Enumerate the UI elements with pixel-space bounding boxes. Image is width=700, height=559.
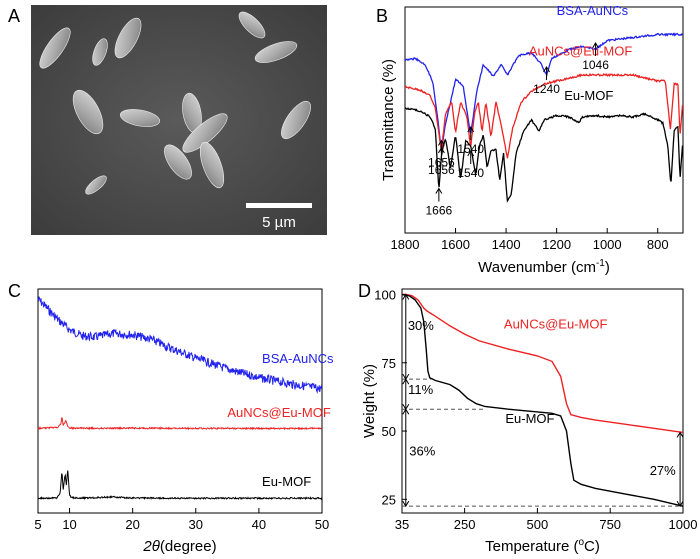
y-axis-label: Weight (%) xyxy=(361,364,378,438)
y-tick-label: 75 xyxy=(382,356,396,371)
sem-background xyxy=(31,5,327,235)
sem-particle xyxy=(39,27,71,69)
x-tick-label: 10 xyxy=(62,517,76,532)
peak-arrowhead xyxy=(543,66,550,73)
peak-label: 1656 xyxy=(428,163,455,177)
peak-label: 1046 xyxy=(582,58,609,72)
peak-label: 1240 xyxy=(533,82,560,96)
scale-bar xyxy=(246,203,312,208)
x-tick-label: 500 xyxy=(527,517,549,532)
x-tick-label: 20 xyxy=(125,517,139,532)
y-tick-label: 100 xyxy=(374,287,396,302)
peak-arrowhead xyxy=(437,139,445,146)
y-axis-label: Transmittance (%) xyxy=(380,59,397,181)
sem-particle xyxy=(238,11,266,39)
series-label: Eu-MOF xyxy=(564,88,613,103)
x-tick-label: 50 xyxy=(315,517,329,532)
series-label: AuNCs@Eu-MOF xyxy=(529,44,633,59)
scale-bar-label: 5 µm xyxy=(262,214,296,231)
series-line xyxy=(401,293,684,507)
sem-particle xyxy=(254,41,298,63)
y-tick-label: 25 xyxy=(382,492,396,507)
series-label: BSA-AuNCs xyxy=(557,3,629,18)
mass-loss-arrowhead xyxy=(676,500,684,508)
sem-particle xyxy=(114,17,142,59)
x-tick-label: 800 xyxy=(647,237,669,252)
y-tick-label: 50 xyxy=(382,424,396,439)
series-label: Eu-MOF xyxy=(262,474,311,489)
series-line xyxy=(404,32,683,151)
plot-frame xyxy=(404,6,684,234)
peak-arrowhead xyxy=(467,150,475,157)
sem-particle xyxy=(72,89,104,135)
x-tick-label: 1000 xyxy=(593,237,622,252)
x-tick-label: 35 xyxy=(395,517,409,532)
x-tick-label: 250 xyxy=(454,517,476,532)
mass-loss-label: 27% xyxy=(650,463,676,478)
x-tick-label: 1400 xyxy=(492,237,521,252)
sem-particles xyxy=(39,11,311,195)
sem-particle xyxy=(164,144,192,180)
x-tick-label: 1200 xyxy=(542,237,571,252)
series-line xyxy=(402,293,684,434)
series-line xyxy=(37,470,323,501)
series-label: BSA-AuNCs xyxy=(262,351,334,366)
series-label: Eu-MOF xyxy=(505,411,554,426)
sem-particle xyxy=(85,175,107,195)
mass-loss-arrowhead xyxy=(402,378,410,385)
peak-arrowhead xyxy=(437,147,445,154)
x-axis-label: Temperature (oC) xyxy=(485,537,600,555)
panel-letter-a: A xyxy=(8,6,20,26)
series-label: AuNCs@Eu-MOF xyxy=(504,317,608,332)
mass-loss-arrowhead xyxy=(402,293,410,300)
panel-letter-b: B xyxy=(376,6,388,26)
ftir-chart: 1800 1600 1400 1200 1000 800 Wavenumber (cm-1)… xyxy=(380,3,684,276)
sem-particle xyxy=(92,38,108,66)
peak-label: 1540 xyxy=(457,166,484,180)
sem-particle xyxy=(281,100,311,140)
sem-particle xyxy=(199,141,225,189)
xrd-chart: 5 10 20 30 40 50 2θ(degree) BSA-AuNCs AuNCs@Eu-M… xyxy=(34,288,334,555)
peak-label: 1666 xyxy=(426,204,453,218)
mass-loss-arrowhead xyxy=(676,431,684,438)
series-line xyxy=(37,296,323,394)
series-line xyxy=(404,107,684,203)
tga-chart: 35 250 500 750 1000 25 50 75 100 Temperature (oC)… xyxy=(361,287,697,555)
x-tick-label: 750 xyxy=(599,517,621,532)
x-tick-label: 1600 xyxy=(441,237,470,252)
panel-letter-d: D xyxy=(358,281,371,301)
x-tick-label: 5 xyxy=(34,517,41,532)
mass-loss-arrowhead xyxy=(402,500,410,508)
peak-arrowhead xyxy=(467,126,475,133)
peak-label: 1540 xyxy=(457,142,484,156)
series-line xyxy=(404,72,684,159)
mass-loss-label: 36% xyxy=(409,444,435,459)
mass-loss-arrowhead xyxy=(402,408,410,415)
plot-frame xyxy=(401,288,684,514)
panel-letter-c: C xyxy=(8,281,21,301)
sem-particle xyxy=(182,113,228,153)
plot-frame xyxy=(37,288,323,514)
sem-image: 5 µm xyxy=(31,5,327,235)
peak-arrowhead xyxy=(592,42,599,49)
x-tick-label: 30 xyxy=(189,517,203,532)
mass-loss-label: 11% xyxy=(408,382,433,397)
series-line xyxy=(37,417,322,431)
x-axis-label: Wavenumber (cm-1) xyxy=(478,258,610,276)
mass-loss-label: 30% xyxy=(408,318,434,333)
x-tick-label: 1000 xyxy=(669,517,698,532)
peak-arrowhead xyxy=(435,187,443,194)
series-label: AuNCs@Eu-MOF xyxy=(227,405,331,420)
x-tick-label: 40 xyxy=(252,517,266,532)
peak-label: 1656 xyxy=(428,156,455,170)
sem-particle xyxy=(119,109,161,127)
x-tick-label: 1800 xyxy=(391,237,420,252)
x-axis-label: 2θ(degree) xyxy=(142,538,216,555)
